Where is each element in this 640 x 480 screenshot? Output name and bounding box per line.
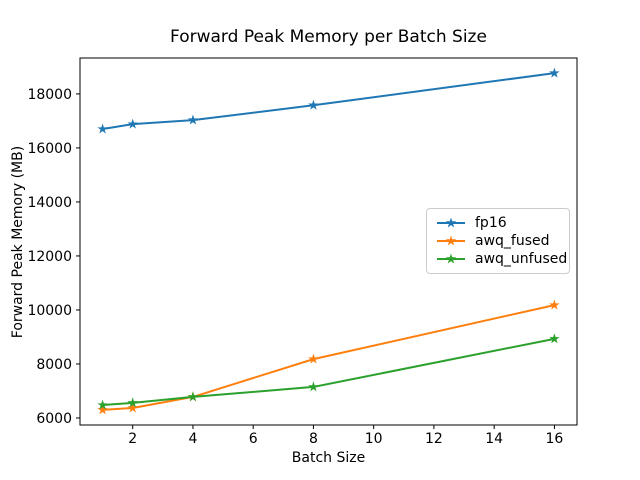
data-point-marker [97,404,108,415]
x-tick-label: 4 [188,431,197,447]
data-point-marker [97,123,108,134]
legend-line-sample [437,235,465,246]
x-tick-label: 10 [365,431,383,447]
x-tick-label: 16 [545,431,563,447]
x-tick-label: 2 [128,431,137,447]
y-tick-label: 8000 [36,357,72,373]
legend-line-sample [437,253,465,264]
x-tick-label: 14 [485,431,503,447]
legend-item-awq_fused: awq_fused [436,232,560,250]
y-tick-label: 10000 [27,303,72,319]
legend-label: fp16 [475,215,507,231]
x-axis-label: Batch Size [291,450,366,466]
data-point-marker [127,397,138,408]
legend-star-marker [445,235,457,246]
legend-line-sample [437,217,465,228]
legend: fp16 awq_fused awq_unfused [426,208,570,274]
legend-star-marker [445,217,457,228]
legend-item-fp16: fp16 [436,214,560,232]
y-tick-label: 18000 [27,87,72,103]
y-tick-label: 14000 [27,195,72,211]
series-line-fp16 [102,72,555,131]
axes-frame [79,57,578,426]
x-tick-label: 12 [425,431,443,447]
series-line-awq_fused [102,304,555,411]
legend-label: awq_unfused [475,251,568,267]
x-tick-label: 8 [309,431,318,447]
data-point-marker [97,399,108,410]
series-line-awq_unfused [102,337,555,407]
series-awq_fused [97,299,560,415]
data-point-marker [127,402,138,413]
chart-title: Forward Peak Memory per Batch Size [170,27,487,47]
series-awq_unfused [97,333,560,410]
data-point-marker [187,114,199,125]
data-point-marker [187,391,199,402]
legend-label: awq_fused [475,233,550,249]
legend-star-marker [445,253,457,264]
data-point-marker [308,99,319,110]
data-point-marker [308,353,319,364]
data-point-marker [549,299,560,310]
y-tick-label: 6000 [36,411,72,427]
data-point-marker [549,333,560,344]
y-tick-label: 16000 [27,141,72,157]
data-point-marker [549,67,560,78]
legend-item-awq_unfused: awq_unfused [436,250,567,268]
data-point-marker [127,118,138,129]
x-tick-label: 6 [249,431,258,447]
data-point-marker [308,381,319,392]
series-fp16 [97,67,560,134]
y-tick-label: 12000 [27,249,72,265]
